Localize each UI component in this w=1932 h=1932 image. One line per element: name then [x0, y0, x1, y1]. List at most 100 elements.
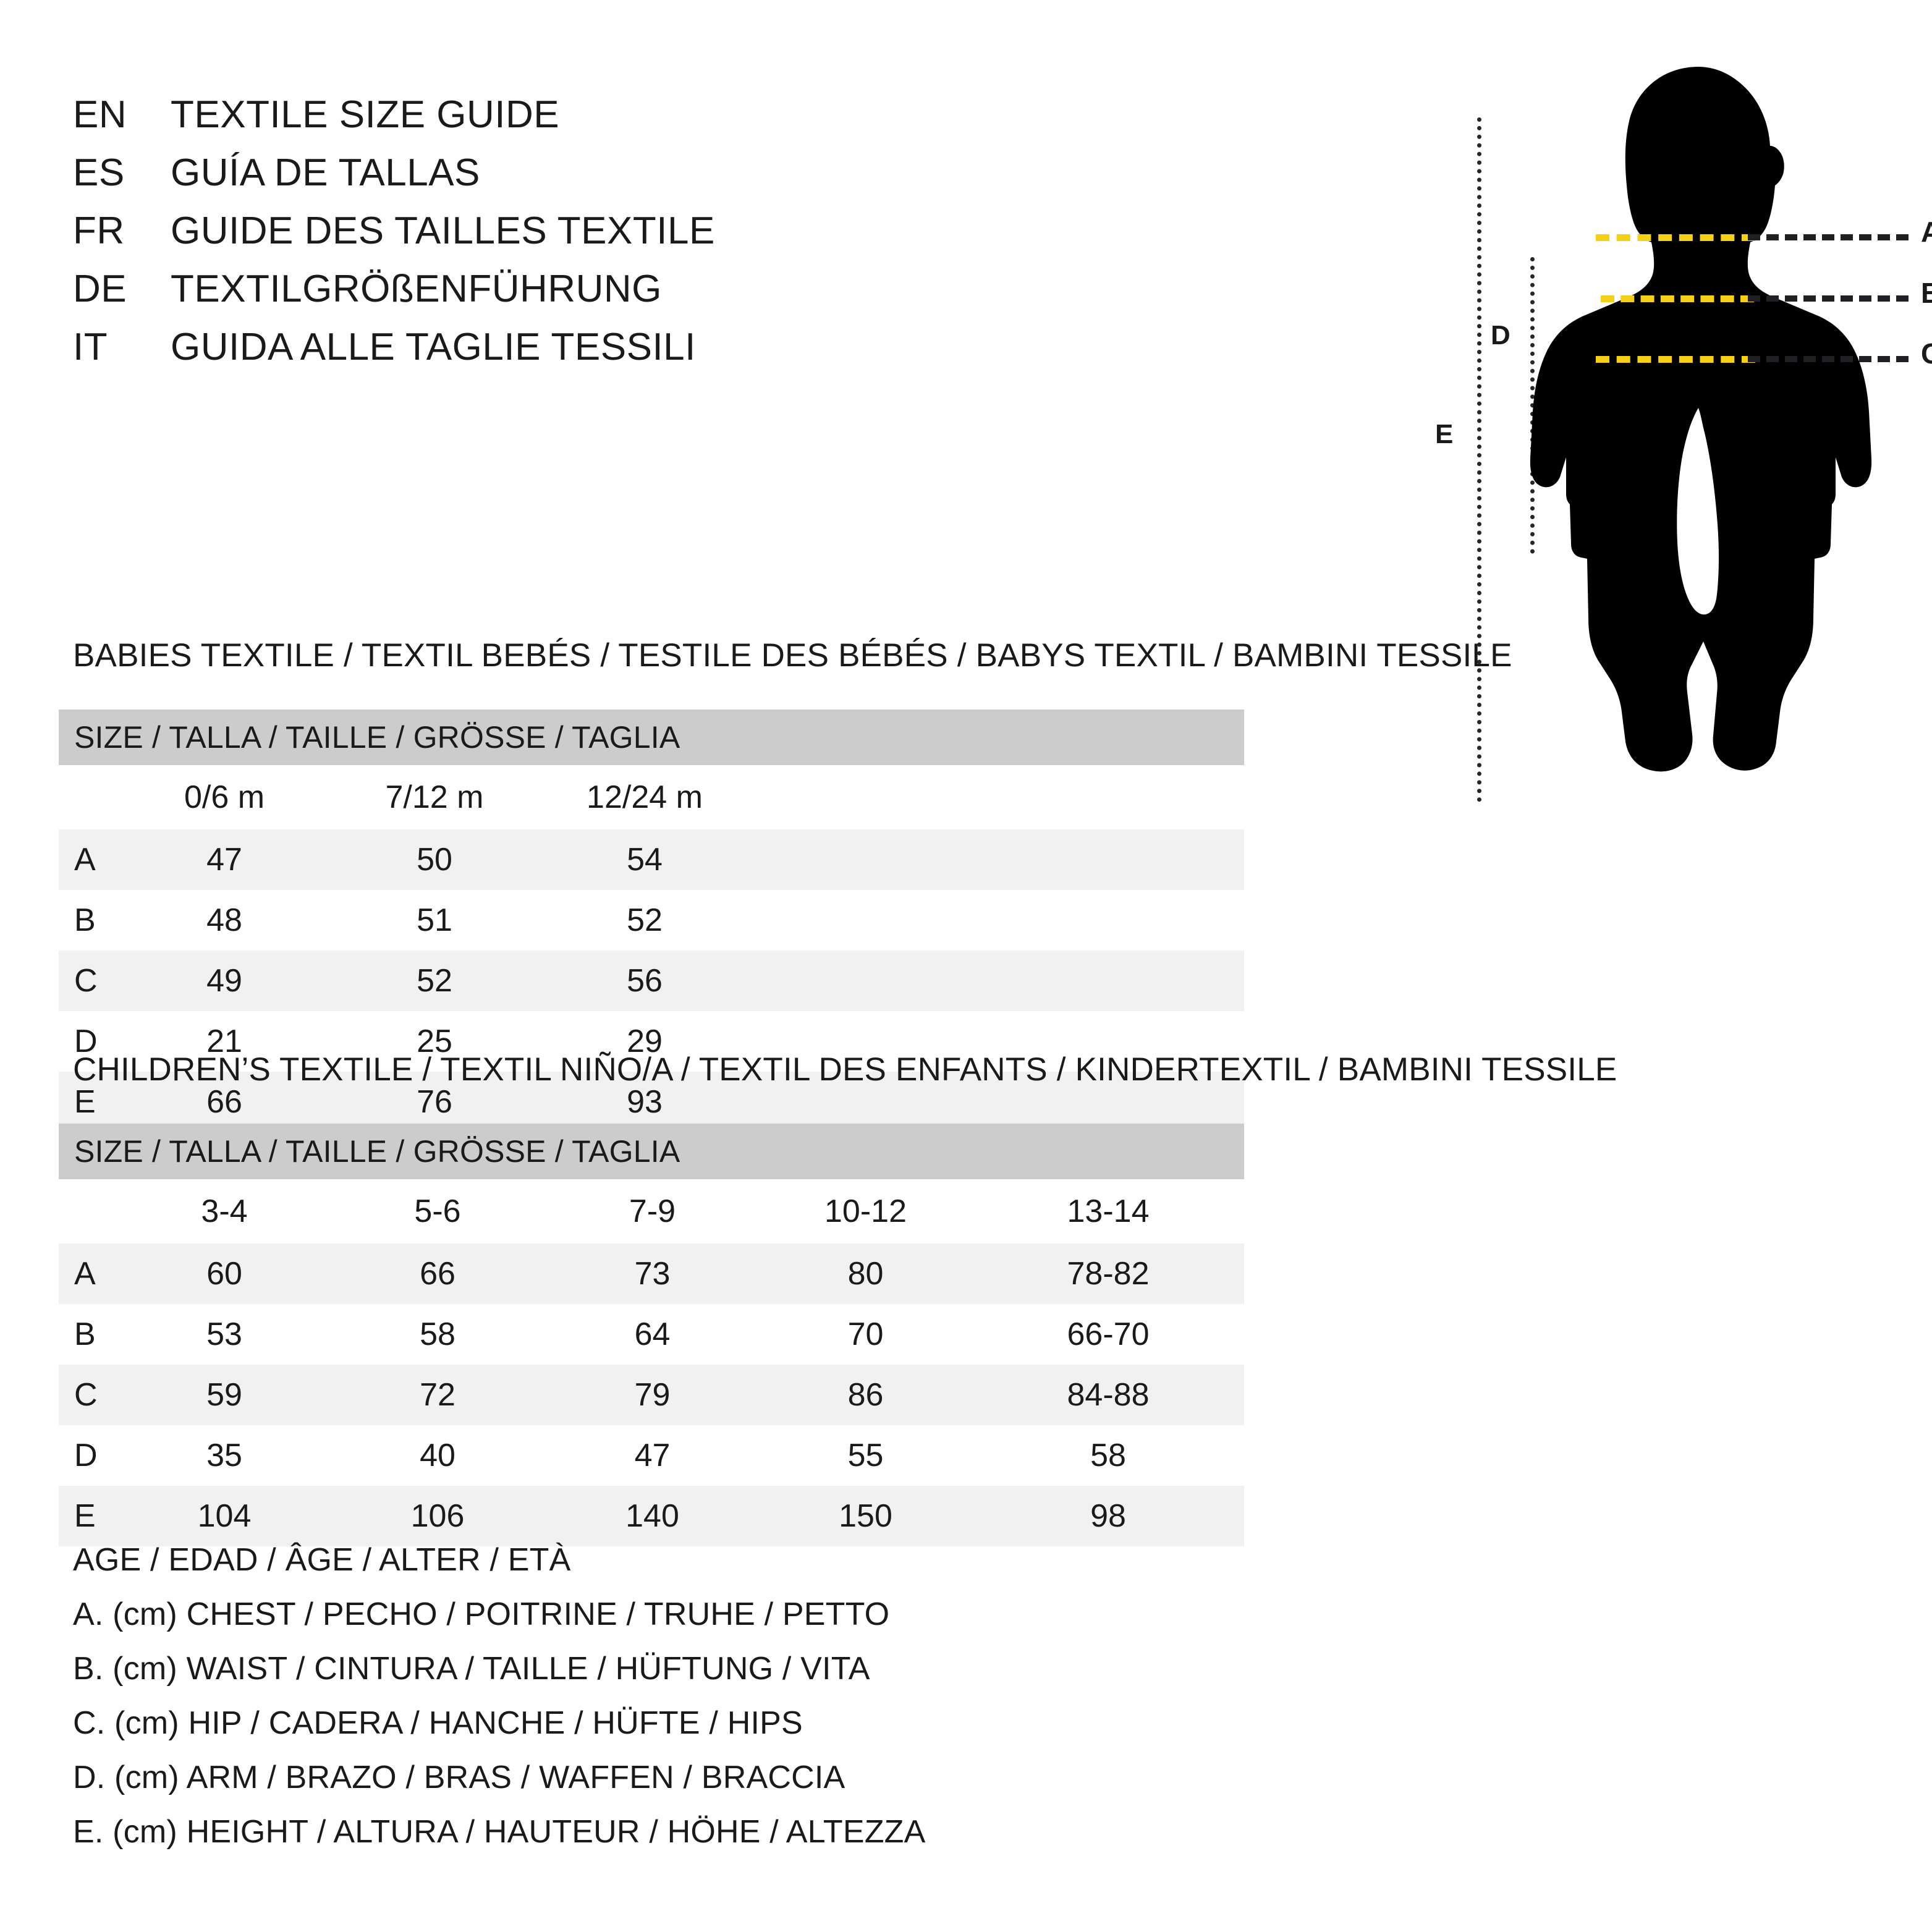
- table-cell: 53: [206, 1316, 242, 1352]
- table-cell: 58: [420, 1316, 455, 1352]
- spacer-cell: [750, 829, 1244, 890]
- language-row: ES GUÍA DE TALLAS: [73, 151, 938, 209]
- row-label: B: [74, 1316, 96, 1352]
- language-code: EN: [73, 93, 127, 136]
- children-section-title: CHILDREN’S TEXTILE / TEXTIL NIÑO/A / TEX…: [73, 1051, 1617, 1088]
- table-column-header-row: 0/6 m 7/12 m 12/24 m: [59, 765, 1244, 829]
- table-cell: 66-70: [1067, 1316, 1150, 1352]
- table-cell: 51: [417, 902, 452, 938]
- table-cell: 55: [847, 1438, 884, 1473]
- table-cell: 47: [206, 842, 242, 878]
- column-header: 3-4: [201, 1193, 248, 1229]
- column-header: 7-9: [629, 1193, 676, 1229]
- table-cell: 48: [206, 902, 242, 938]
- row-label: B: [74, 902, 96, 938]
- row-label: D: [74, 1023, 98, 1059]
- hip-leader-line: [1748, 356, 1909, 362]
- table-cell: 86: [847, 1377, 884, 1413]
- chest-leader-line: [1748, 234, 1909, 240]
- language-title: TEXTILE SIZE GUIDE: [171, 93, 560, 136]
- children-table-grid: 3-4 5-6 7-9 10-12 13-14 A 60 66 73 80 78…: [59, 1179, 1244, 1546]
- table-cell: 66: [420, 1256, 455, 1292]
- table-cell: 72: [420, 1377, 455, 1413]
- height-guide-label: E: [1435, 419, 1454, 449]
- row-label: A: [74, 842, 96, 878]
- table-cell: 64: [634, 1316, 671, 1352]
- children-size-band: SIZE / TALLA / TAILLE / GRÖSSE / TAGLIA: [59, 1124, 1244, 1179]
- table-cell: 35: [206, 1438, 242, 1473]
- table-row: D 35 40 47 55 58: [59, 1425, 1244, 1486]
- legend-item: AGE / EDAD / ÂGE / ALTER / ETÀ: [73, 1542, 571, 1578]
- column-header: 0/6 m: [184, 779, 265, 815]
- waist-measure-label: B: [1921, 277, 1932, 309]
- arm-guide-dotted-line: [1530, 257, 1535, 554]
- table-row: C 59 72 79 86 84-88: [59, 1365, 1244, 1425]
- legend-item: D. (cm) ARM / BRAZO / BRAS / WAFFEN / BR…: [73, 1760, 845, 1795]
- waist-measure-line: [1601, 295, 1754, 302]
- babies-table-grid: 0/6 m 7/12 m 12/24 m A 47 50 54 B 48 51 …: [59, 765, 1244, 1132]
- table-row: E 66 76 93: [59, 1072, 1244, 1132]
- table-cell: 47: [634, 1438, 671, 1473]
- table-cell: 40: [420, 1438, 455, 1473]
- babies-size-band-label: SIZE / TALLA / TAILLE / GRÖSSE / TAGLIA: [74, 720, 680, 755]
- language-code: IT: [73, 326, 108, 368]
- row-label: C: [74, 963, 98, 999]
- row-label: E: [74, 1498, 96, 1534]
- row-label: E: [74, 1084, 96, 1120]
- table-cell: 70: [847, 1316, 884, 1352]
- table-cell: 21: [206, 1023, 242, 1059]
- table-cell: 58: [1090, 1438, 1126, 1473]
- legend-item: E. (cm) HEIGHT / ALTURA / HAUTEUR / HÖHE…: [73, 1814, 926, 1850]
- corner-cell: [59, 1179, 119, 1244]
- table-cell: 29: [627, 1023, 663, 1059]
- corner-cell: [59, 765, 119, 829]
- children-size-table: SIZE / TALLA / TAILLE / GRÖSSE / TAGLIA …: [59, 1124, 1244, 1546]
- row-label: D: [74, 1438, 98, 1473]
- table-row: A 60 66 73 80 78-82: [59, 1244, 1244, 1304]
- table-column-header-row: 3-4 5-6 7-9 10-12 13-14: [59, 1179, 1244, 1244]
- babies-size-band: SIZE / TALLA / TAILLE / GRÖSSE / TAGLIA: [59, 710, 1244, 765]
- babies-section-title: BABIES TEXTILE / TEXTIL BEBÉS / TESTILE …: [73, 637, 1512, 674]
- measurement-figure-panel: E D A B C: [1409, 62, 1932, 802]
- child-silhouette-icon: [1530, 67, 1872, 772]
- table-row: A 47 50 54: [59, 829, 1244, 890]
- legend-item: C. (cm) HIP / CADERA / HANCHE / HÜFTE / …: [73, 1705, 803, 1741]
- waist-leader-line: [1748, 295, 1909, 302]
- table-cell: 80: [847, 1256, 884, 1292]
- table-cell: 73: [634, 1256, 671, 1292]
- language-row: DE TEXTILGRÖßENFÜHRUNG: [73, 267, 938, 325]
- table-row: B 48 51 52: [59, 890, 1244, 951]
- chest-measure-line: [1596, 234, 1755, 241]
- spacer-cell: [750, 765, 1244, 829]
- table-cell: 76: [417, 1084, 452, 1120]
- table-cell: 104: [197, 1498, 252, 1534]
- height-guide-dotted-line: [1477, 117, 1481, 802]
- babies-size-table: SIZE / TALLA / TAILLE / GRÖSSE / TAGLIA …: [59, 710, 1244, 1132]
- chest-measure-label: A: [1921, 216, 1932, 248]
- hip-measure-label: C: [1921, 337, 1932, 370]
- spacer-cell: [750, 951, 1244, 1011]
- legend-item: B. (cm) WAIST / CINTURA / TAILLE / HÜFTU…: [73, 1651, 870, 1687]
- column-header: 7/12 m: [385, 779, 484, 815]
- language-title: GUÍA DE TALLAS: [171, 151, 480, 194]
- column-header: 13-14: [1067, 1193, 1150, 1229]
- row-label: A: [74, 1256, 96, 1292]
- table-row: C 49 52 56: [59, 951, 1244, 1011]
- measurement-legend: AGE / EDAD / ÂGE / ALTER / ETÀ A. (cm) C…: [73, 1533, 1062, 1859]
- table-row: B 53 58 64 70 66-70: [59, 1304, 1244, 1365]
- language-code: ES: [73, 151, 125, 194]
- legend-item: A. (cm) CHEST / PECHO / POITRINE / TRUHE…: [73, 1596, 890, 1632]
- table-cell: 106: [410, 1498, 465, 1534]
- column-header: 10-12: [824, 1193, 907, 1229]
- spacer-cell: [750, 890, 1244, 951]
- hip-measure-line: [1596, 356, 1755, 363]
- language-header-block: EN TEXTILE SIZE GUIDE ES GUÍA DE TALLAS …: [73, 93, 938, 383]
- language-row: FR GUIDE DES TAILLES TEXTILE: [73, 209, 938, 267]
- table-row: E 104 106 140 150 98: [59, 1486, 1244, 1546]
- language-code: FR: [73, 210, 125, 252]
- table-cell: 54: [627, 842, 663, 878]
- language-title: TEXTILGRÖßENFÜHRUNG: [171, 268, 662, 310]
- table-cell: 56: [627, 963, 663, 999]
- column-header: 12/24 m: [587, 779, 703, 815]
- table-cell: 78-82: [1067, 1256, 1150, 1292]
